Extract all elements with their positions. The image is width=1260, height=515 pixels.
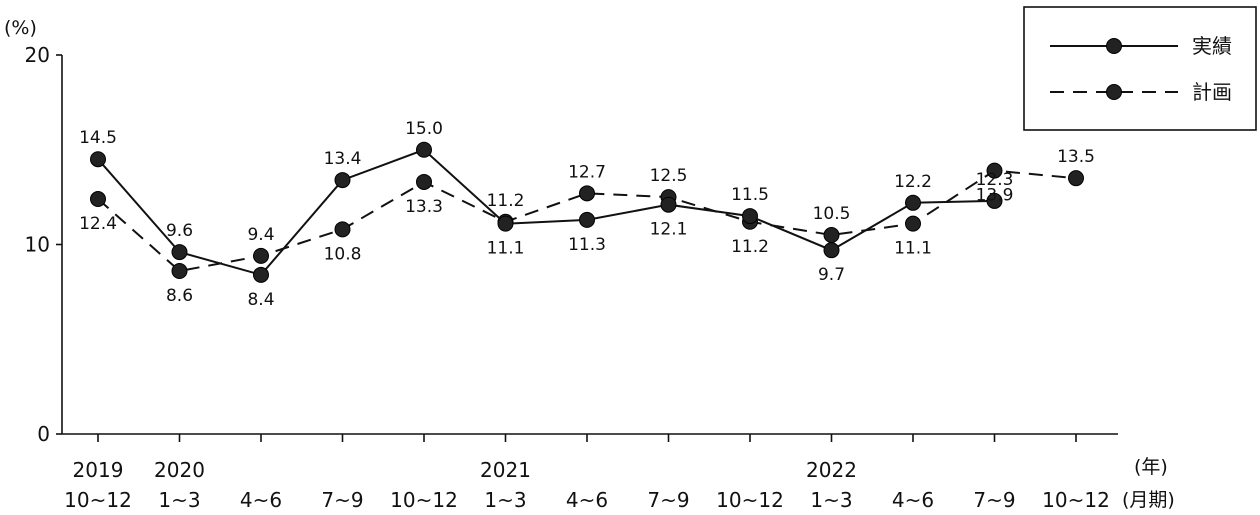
plan-data-label: 10.8	[324, 244, 362, 264]
plan-data-point	[416, 173, 432, 190]
plan-data-label: 12.7	[568, 162, 606, 182]
plan-data-label: 8.6	[166, 286, 193, 306]
actual-series-line	[97, 148, 995, 276]
legend-plan-marker	[1106, 84, 1122, 100]
plan-data-point	[1068, 170, 1084, 187]
actual-data-point	[171, 244, 188, 261]
plan-data-label: 11.1	[894, 239, 932, 259]
axes: 0 10 20 2019 10~12 2020 1~3 4~6 7~9 10~12 2021 1~3 4…	[25, 43, 1118, 512]
actual-data-label: 13.4	[324, 149, 362, 169]
actual-data-label: 11.5	[731, 185, 769, 205]
plan-data-point	[579, 185, 595, 202]
plan-data-label: 12.4	[79, 214, 117, 234]
actual-data-label: 14.5	[79, 128, 117, 148]
x-tick-period-label: 7~9	[321, 488, 363, 512]
plan-data-point	[90, 191, 106, 208]
plan-data-label: 9.4	[247, 225, 274, 245]
actual-data-label: 15.0	[405, 119, 443, 139]
x-tick-period-label: 10~12	[64, 488, 132, 512]
y-unit-label: (%)	[4, 17, 37, 39]
data-labels: 12.4 8.6 9.4 10.8 13.3 11.2 12.7 12.5 11.2 10.5 11…	[79, 119, 1095, 310]
plan-data-point	[986, 162, 1003, 179]
x-tick-period-label: 4~6	[566, 488, 608, 512]
plan-data-label: 12.5	[650, 166, 688, 186]
x-tick-period-label: 10~12	[716, 488, 784, 512]
x-unit-period-label: (月期)	[1122, 489, 1175, 511]
actual-data-point	[579, 211, 595, 228]
actual-data-point	[334, 172, 351, 189]
x-tick-period-label: 4~6	[892, 488, 934, 512]
y-tick-label: 10	[25, 233, 50, 257]
x-unit-year-label: (年)	[1134, 456, 1168, 478]
y-tick-label: 20	[25, 43, 50, 67]
plan-data-label: 10.5	[813, 204, 851, 224]
actual-data-point	[986, 192, 1003, 209]
actual-data-point	[742, 208, 758, 225]
actual-data-label: 8.4	[247, 290, 274, 310]
actual-data-label: 11.3	[568, 235, 606, 255]
series-layer	[90, 141, 1084, 283]
plan-data-label: 13.3	[405, 197, 443, 217]
x-tick-period-label: 7~9	[973, 488, 1015, 512]
plan-data-point	[905, 215, 921, 232]
x-tick-period-label: 1~3	[810, 488, 852, 512]
x-tick-period-label: 10~12	[390, 488, 458, 512]
x-tick-period-label: 10~12	[1042, 488, 1110, 512]
x-tick-period-label: 1~3	[484, 488, 526, 512]
actual-data-point	[497, 215, 514, 232]
x-tick-period-label: 1~3	[158, 488, 200, 512]
plan-data-label: 11.2	[487, 191, 525, 211]
actual-data-point	[660, 196, 677, 213]
actual-data-label: 12.3	[976, 170, 1014, 190]
plan-data-label: 13.5	[1057, 147, 1095, 167]
x-tick-period-label: 7~9	[647, 488, 689, 512]
actual-data-label: 12.1	[650, 220, 688, 240]
plan-data-point	[253, 247, 269, 264]
actual-data-label: 9.7	[818, 265, 845, 285]
actual-data-label: 12.2	[894, 172, 932, 192]
actual-data-point	[823, 242, 840, 259]
actual-data-point	[90, 151, 106, 168]
legend: 実績 計画	[1023, 6, 1257, 131]
legend-actual-marker	[1106, 38, 1122, 54]
x-tick-year-label: 2022	[806, 458, 857, 482]
legend-box	[1023, 6, 1257, 131]
actual-data-point	[253, 266, 269, 283]
actual-data-label: 9.6	[166, 221, 193, 241]
x-tick-year-label: 2020	[154, 458, 205, 482]
x-tick-year-label: 2021	[480, 458, 531, 482]
legend-plan-label: 計画	[1192, 80, 1232, 104]
plan-data-point	[334, 221, 351, 238]
actual-data-label: 11.1	[487, 239, 525, 259]
legend-actual-label: 実績	[1192, 34, 1232, 58]
plan-data-point	[171, 263, 188, 280]
actual-data-point	[905, 194, 921, 211]
plan-data-point	[823, 227, 840, 244]
plan-data-label: 13.9	[976, 186, 1014, 206]
plan-data-label: 11.2	[731, 237, 769, 257]
x-tick-period-label: 4~6	[240, 488, 282, 512]
y-tick-label: 0	[37, 422, 50, 446]
actual-data-point	[416, 141, 432, 158]
x-tick-year-label: 2019	[73, 458, 124, 482]
